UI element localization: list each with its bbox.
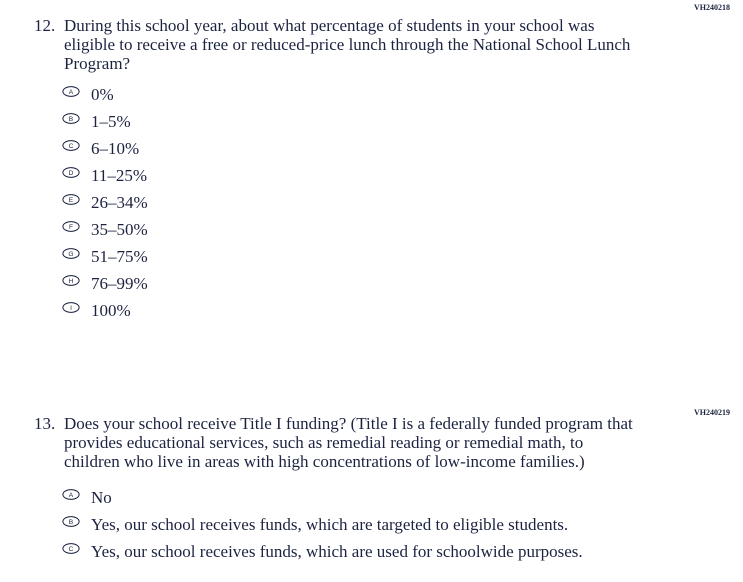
svg-text:C: C bbox=[69, 546, 74, 553]
svg-text:G: G bbox=[68, 251, 73, 258]
svg-text:F: F bbox=[69, 224, 73, 231]
svg-text:B: B bbox=[69, 116, 74, 123]
svg-text:A: A bbox=[69, 89, 74, 96]
svg-text:H: H bbox=[69, 278, 74, 285]
svg-text:B: B bbox=[69, 519, 74, 526]
svg-text:C: C bbox=[69, 143, 74, 150]
svg-text:E: E bbox=[69, 197, 74, 204]
svg-text:D: D bbox=[69, 170, 74, 177]
svg-text:I: I bbox=[70, 305, 72, 312]
svg-text:A: A bbox=[69, 492, 74, 499]
